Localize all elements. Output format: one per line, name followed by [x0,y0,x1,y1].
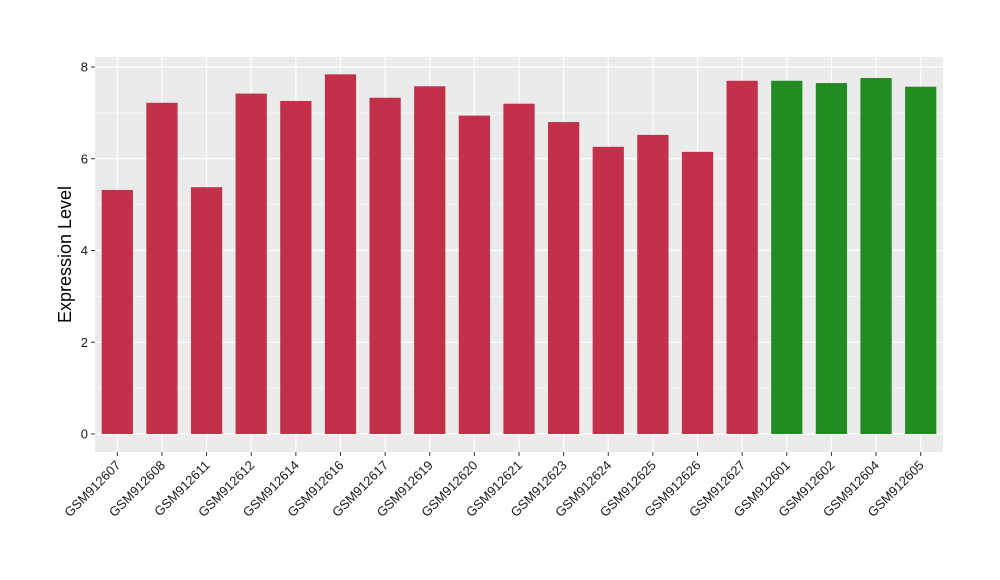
bar-gsm912612 [235,93,267,435]
y-axis-title: Expression Level [55,186,75,323]
x-axis: GSM912607GSM912608GSM912611GSM912612GSM9… [61,452,927,520]
bar-gsm912627 [726,80,758,434]
bar-gsm912608 [146,102,178,434]
y-tick-label: 4 [81,243,88,258]
bar-gsm912625 [637,134,669,434]
bar-gsm912620 [458,115,490,434]
bars [101,74,937,435]
bar-gsm912626 [681,151,714,434]
bar-gsm912623 [548,122,580,435]
bar-gsm912621 [503,103,535,434]
bar-gsm912604 [860,78,892,434]
y-tick-label: 0 [81,427,88,442]
bar-gsm912605 [905,86,937,434]
bar-gsm912611 [190,187,223,434]
y-axis: 0 2 4 6 8 [81,60,95,442]
bar-gsm912602 [815,83,848,435]
bar-gsm912614 [280,100,312,434]
bar-gsm912601 [771,80,803,434]
y-tick-label: 8 [81,60,88,75]
bar-gsm912619 [414,86,446,434]
bar-gsm912616 [324,74,357,434]
y-tick-label: 6 [81,151,88,166]
bar-gsm912624 [592,146,624,434]
bar-gsm912617 [369,97,401,434]
y-tick-label: 2 [81,335,88,350]
bar-gsm912607 [101,189,133,434]
